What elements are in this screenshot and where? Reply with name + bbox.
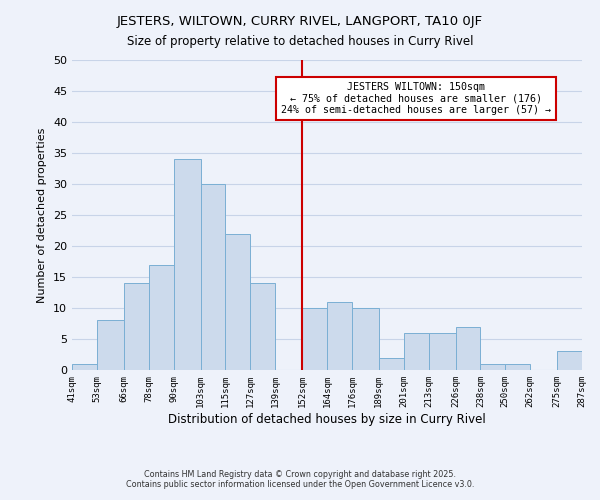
Bar: [428, 333, 455, 370]
Bar: [173, 159, 200, 370]
Bar: [557, 352, 582, 370]
Bar: [149, 264, 173, 370]
Bar: [72, 364, 97, 370]
Text: JESTERS WILTOWN: 150sqm
← 75% of detached houses are smaller (176)
24% of semi-d: JESTERS WILTOWN: 150sqm ← 75% of detache…: [281, 82, 551, 115]
Y-axis label: Number of detached properties: Number of detached properties: [37, 128, 47, 302]
X-axis label: Distribution of detached houses by size in Curry Rivel: Distribution of detached houses by size …: [168, 412, 486, 426]
Text: Size of property relative to detached houses in Curry Rivel: Size of property relative to detached ho…: [127, 35, 473, 48]
Bar: [302, 308, 327, 370]
Bar: [481, 364, 505, 370]
Bar: [226, 234, 250, 370]
Bar: [124, 283, 149, 370]
Bar: [379, 358, 404, 370]
Bar: [97, 320, 124, 370]
Bar: [200, 184, 226, 370]
Text: Contains HM Land Registry data © Crown copyright and database right 2025.
Contai: Contains HM Land Registry data © Crown c…: [126, 470, 474, 489]
Bar: [505, 364, 530, 370]
Bar: [352, 308, 379, 370]
Bar: [404, 333, 428, 370]
Text: JESTERS, WILTOWN, CURRY RIVEL, LANGPORT, TA10 0JF: JESTERS, WILTOWN, CURRY RIVEL, LANGPORT,…: [117, 15, 483, 28]
Bar: [455, 326, 481, 370]
Bar: [250, 283, 275, 370]
Bar: [327, 302, 352, 370]
